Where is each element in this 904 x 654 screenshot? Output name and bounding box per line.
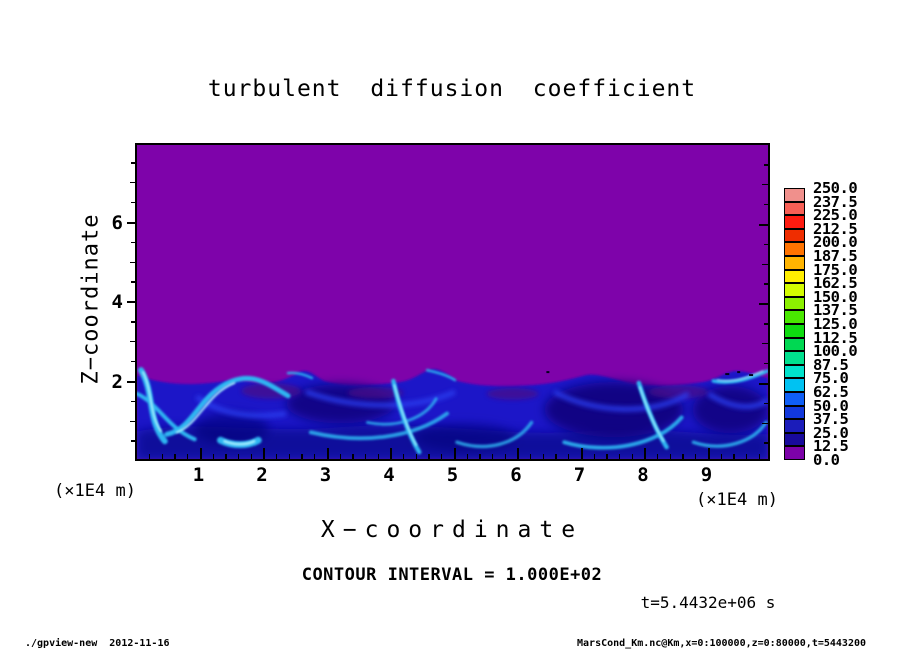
z-minor-tick — [129, 420, 135, 422]
colorbar-cell — [784, 391, 805, 406]
z-minor-tick — [131, 201, 135, 204]
colorbar-cell — [784, 419, 805, 433]
colorbar-cell — [784, 446, 805, 460]
colorbar-label: 62.5 — [813, 383, 849, 401]
colorbar-label: 175.0 — [813, 260, 858, 279]
x-tick-label: 1 — [192, 464, 205, 486]
x-axis-title: X−coordinate — [320, 517, 584, 543]
colorbar-label: 112.5 — [813, 328, 858, 347]
z-minor-tick — [131, 321, 135, 323]
colorbar-cell — [784, 351, 805, 365]
plot-area — [135, 143, 770, 461]
z-tick-label: 6 — [111, 211, 123, 234]
colorbar-label: 237.5 — [813, 192, 858, 211]
z-minor-tick — [129, 341, 135, 343]
z-axis-title: Z−coordinate — [78, 213, 104, 385]
x-axis-units-label: (×1E4 m) — [696, 490, 778, 510]
colorbar-label: 100.0 — [813, 342, 858, 361]
colorbar-label: 150.0 — [813, 287, 858, 306]
colorbar-label: 37.5 — [813, 410, 849, 429]
z-minor-tick — [131, 400, 135, 403]
colorbar-cell — [784, 323, 805, 338]
x-axis-tick-labels: 1 2 3 4 5 6 7 8 9 — [135, 464, 770, 488]
colorbar-label: 162.5 — [813, 274, 858, 293]
z-minor-tick — [131, 162, 135, 164]
colorbar-cell — [784, 188, 805, 202]
x-tick-label: 5 — [446, 464, 459, 486]
colorbar-cell — [784, 242, 805, 256]
contour-interval-label: CONTOUR INTERVAL = 1.000E+02 — [301, 565, 603, 585]
z-axis-tick-labels: 2 4 6 — [95, 143, 123, 461]
x-tick-label: 6 — [510, 464, 522, 486]
footer-right: MarsCond_Km.nc@Km,x=0:100000,z=0:80000,t… — [577, 638, 866, 649]
colorbar-labels: 250.0 237.5 225.0 212.5 200.0 187.5 175.0 162.5… — [813, 179, 903, 469]
colorbar-cell — [784, 337, 805, 352]
colorbar-cell — [784, 364, 805, 379]
colorbar: 250.0 237.5 225.0 212.5 200.0 187.5 175.0 162.5… — [784, 179, 904, 469]
x-tick-label: 9 — [700, 464, 713, 486]
colorbar-cell — [784, 283, 805, 297]
z-tick-label: 4 — [111, 291, 123, 313]
x-tick-label: 2 — [256, 464, 268, 486]
colorbar-cell — [784, 255, 805, 270]
z-major-tick — [127, 301, 135, 303]
colorbar-cell — [784, 201, 805, 216]
colorbar-label: 25.0 — [813, 423, 849, 442]
footer-left: ./gpview-new 2012-11-16 — [25, 638, 170, 649]
z-major-tick — [127, 380, 135, 383]
colorbar-cell — [784, 378, 805, 392]
x-tick-label: 8 — [637, 464, 649, 486]
colorbar-cell — [784, 310, 805, 324]
x-tick-label: 3 — [319, 464, 332, 486]
colorbar-cell — [784, 228, 805, 243]
x-tick-label: 4 — [383, 464, 395, 486]
colorbar-label: 12.5 — [813, 437, 849, 456]
colorbar-label: 212.5 — [813, 219, 858, 238]
colorbar-label: 87.5 — [813, 355, 849, 374]
colorbar-cells — [784, 188, 805, 460]
colorbar-label: 225.0 — [813, 206, 858, 225]
z-tick-label: 2 — [111, 370, 123, 393]
z-axis-units-label: (×1E4 m) — [54, 481, 136, 501]
colorbar-label: 125.0 — [813, 315, 858, 333]
colorbar-label: 250.0 — [813, 179, 858, 197]
colorbar-label: 137.5 — [813, 301, 858, 320]
colorbar-label: 50.0 — [813, 396, 849, 415]
z-minor-tick — [131, 281, 135, 283]
colorbar-label: 187.5 — [813, 247, 858, 265]
colorbar-label: 0.0 — [813, 451, 840, 469]
colorbar-cell — [784, 215, 805, 229]
colorbar-cell — [784, 405, 805, 420]
colorbar-label: 75.0 — [813, 369, 849, 388]
z-minor-tick — [131, 360, 135, 363]
colorbar-cell — [784, 432, 805, 447]
colorbar-cell — [784, 269, 805, 284]
x-tick-label: 7 — [573, 464, 586, 486]
colorbar-label: 200.0 — [813, 233, 858, 252]
z-minor-tick — [129, 261, 135, 263]
time-label: t=5.4432e+06 s — [640, 593, 776, 612]
page-title: turbulent diffusion coefficient — [207, 76, 697, 102]
z-minor-tick — [131, 440, 135, 442]
z-minor-tick — [131, 241, 135, 244]
z-minor-tick — [129, 182, 135, 184]
colorbar-cell — [784, 296, 805, 311]
z-major-tick — [127, 221, 135, 224]
heatmap-field — [137, 145, 768, 459]
